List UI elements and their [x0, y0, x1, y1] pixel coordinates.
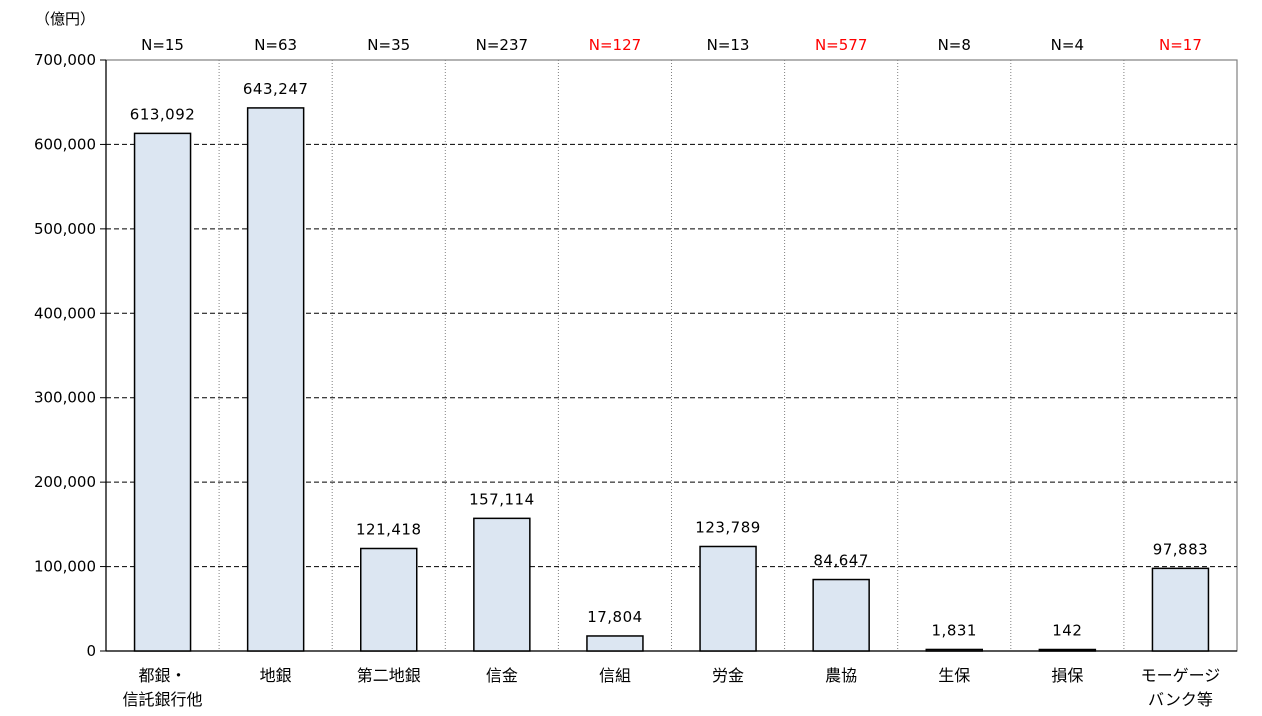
x-tick-label: 農協 — [825, 666, 857, 685]
bar-value-label: 121,418 — [356, 520, 422, 538]
sample-count-label: N=15 — [141, 36, 184, 54]
x-tick-label: 信託銀行他 — [123, 690, 203, 709]
y-tick-label: 400,000 — [34, 304, 96, 322]
x-tick-label: 信組 — [599, 666, 631, 685]
bar-value-label: 157,114 — [469, 490, 535, 508]
bar — [133, 132, 192, 652]
bar-value-label: 17,804 — [587, 608, 643, 626]
sample-count-label: N=577 — [815, 36, 867, 54]
x-tick-label: 労金 — [712, 666, 744, 685]
bar — [812, 578, 870, 652]
y-tick-label: 300,000 — [34, 389, 96, 407]
x-tick-label: 地銀 — [260, 666, 292, 685]
bar-value-label: 84,647 — [813, 552, 869, 570]
sample-count-label: N=127 — [589, 36, 641, 54]
sample-count-label: N=17 — [1159, 36, 1202, 54]
y-tick-label: 600,000 — [34, 135, 96, 153]
sample-count-label: N=35 — [367, 36, 410, 54]
sample-count-label: N=63 — [254, 36, 297, 54]
y-axis-unit-label: （億円） — [35, 10, 95, 28]
bar-value-label: 643,247 — [243, 80, 309, 98]
bar-value-label: 1,831 — [932, 621, 977, 639]
y-tick-label: 500,000 — [34, 220, 96, 238]
bar — [360, 547, 418, 652]
bar — [473, 517, 531, 652]
sample-count-label: N=4 — [1051, 36, 1084, 54]
bar — [925, 648, 983, 652]
bar — [586, 635, 644, 652]
sample-count-label: N=13 — [707, 36, 750, 54]
y-tick-label: 200,000 — [34, 473, 96, 491]
bar-value-label: 123,789 — [695, 518, 761, 536]
sample-count-label: N=237 — [476, 36, 528, 54]
y-tick-label: 700,000 — [34, 51, 96, 69]
bar — [1038, 648, 1097, 652]
bar-value-label: 613,092 — [130, 105, 196, 123]
x-tick-label: 都銀・ — [139, 666, 187, 685]
y-tick-label: 0 — [86, 642, 96, 660]
x-tick-label: モーゲージ — [1141, 666, 1221, 685]
x-tick-label: 損保 — [1051, 666, 1083, 685]
x-tick-label: 第二地銀 — [357, 666, 421, 685]
x-tick-label: 信金 — [486, 666, 518, 685]
x-tick-label: 生保 — [938, 666, 970, 685]
sample-count-label: N=8 — [938, 36, 971, 54]
bar — [246, 107, 305, 652]
x-tick-label: バンク等 — [1148, 690, 1213, 709]
bar — [1151, 567, 1210, 652]
bar-value-label: 97,883 — [1153, 540, 1209, 558]
bar — [699, 545, 757, 652]
y-tick-label: 100,000 — [34, 558, 96, 576]
bar-value-label: 142 — [1052, 622, 1082, 640]
